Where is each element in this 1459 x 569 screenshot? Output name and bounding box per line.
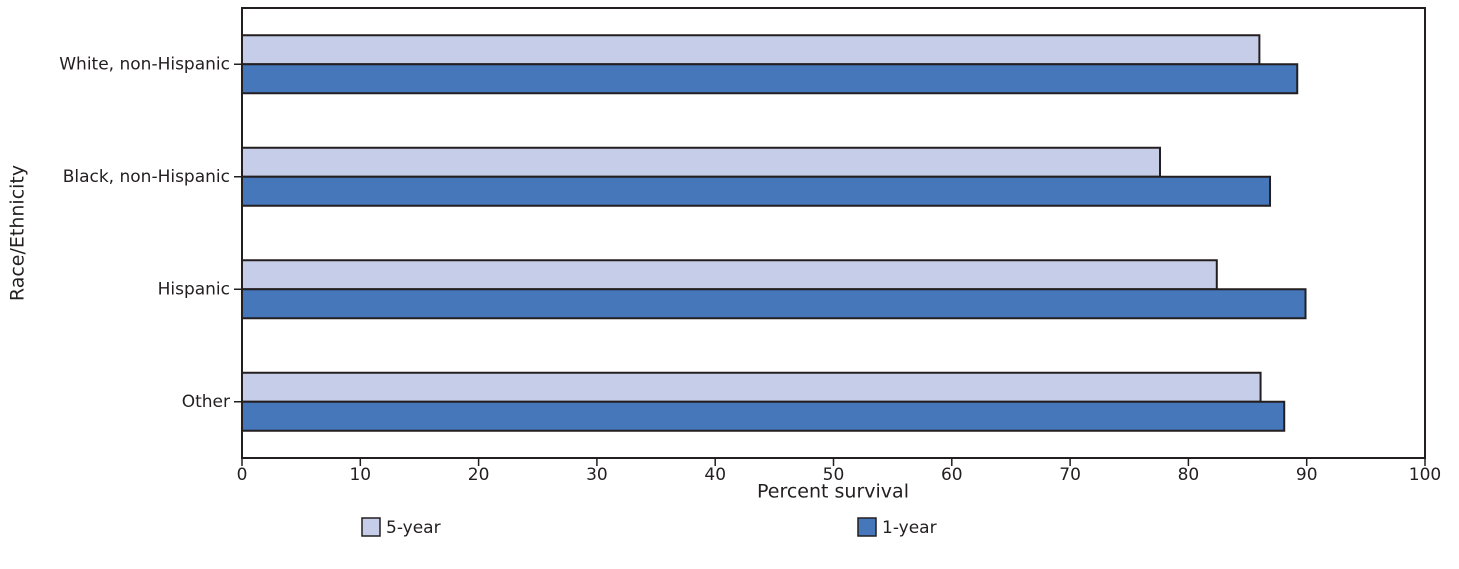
legend-swatch: [857, 517, 877, 537]
y-tick-label: Hispanic: [158, 279, 230, 299]
x-tick-label: 30: [586, 465, 608, 485]
y-tick-label: Black, non-Hispanic: [63, 167, 230, 187]
x-tick-label: 0: [237, 465, 248, 485]
bar: [241, 34, 1261, 66]
bar: [241, 400, 1286, 432]
x-tick-label: 40: [704, 465, 726, 485]
legend-label: 1-year: [882, 518, 937, 538]
bar: [241, 259, 1218, 291]
bar: [241, 371, 1262, 403]
x-tick-label: 90: [1296, 465, 1318, 485]
bar: [241, 175, 1272, 207]
x-tick-label: 10: [349, 465, 371, 485]
bar: [241, 63, 1299, 95]
x-tick-label: 70: [1059, 465, 1081, 485]
bar: [241, 288, 1307, 320]
x-axis-label: Percent survival: [757, 481, 909, 503]
y-tick-label: White, non-Hispanic: [59, 54, 230, 74]
x-tick-label: 100: [1409, 465, 1441, 485]
x-tick-label: 20: [468, 465, 490, 485]
legend-label: 5-year: [386, 518, 441, 538]
x-tick-label: 50: [823, 465, 845, 485]
x-tick-label: 60: [941, 465, 963, 485]
x-tick-label: 80: [1178, 465, 1200, 485]
y-tick-label: Other: [182, 392, 230, 412]
y-axis-label: Race/Ethnicity: [7, 165, 29, 301]
bar: [241, 146, 1162, 178]
legend-swatch: [361, 517, 381, 537]
